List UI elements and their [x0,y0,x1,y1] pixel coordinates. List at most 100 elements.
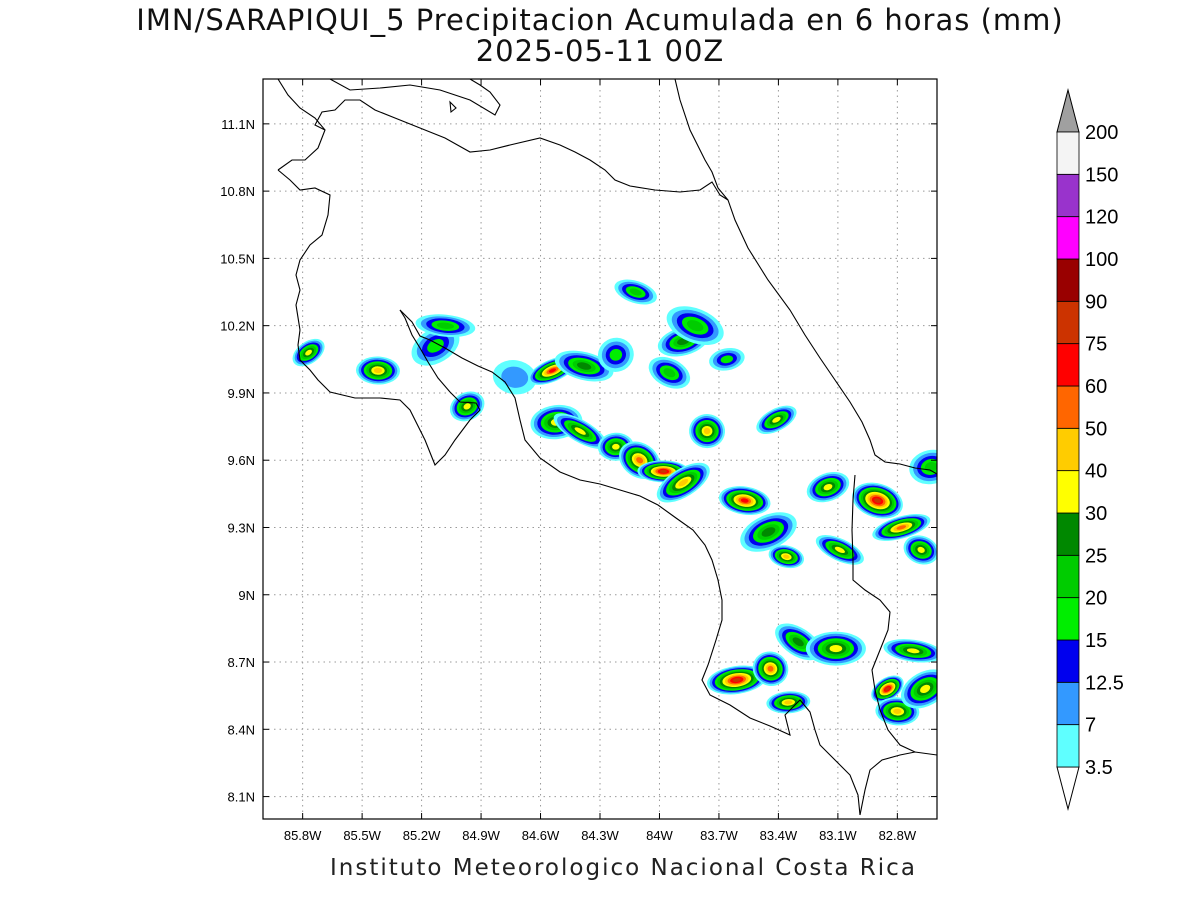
colorbar-swatch [1056,300,1080,344]
precip-contour [893,708,902,714]
colorbar-swatch [1056,681,1080,725]
lon-tick-label: 84.9W [462,828,500,843]
precip-cell [900,669,937,709]
colorbar-swatch [1056,512,1080,556]
colorbar-level-label: 200 [1085,122,1118,144]
lon-tick-label: 84.3W [581,828,619,843]
colorbar-level-label: 30 [1085,503,1107,525]
lon-tick-label: 84.6W [522,828,560,843]
colorbar-level-label: 50 [1085,418,1107,440]
gulf-of-nicoya-coast [399,309,861,816]
lat-tick-label: 8.7N [228,655,255,670]
lon-tick-label: 85.5W [343,828,381,843]
pacific-coastline [297,309,481,466]
lat-tick-label: 10.5N [220,251,255,266]
precip-contour [548,368,557,373]
precip-contour [885,687,890,691]
precip-cell [292,338,325,367]
colorbar-min-arrow [1056,766,1080,811]
precip-cell [709,347,745,371]
precip-cell [492,360,537,395]
precip-contour [373,367,383,374]
precip-contour [874,498,882,504]
precip-cell [614,279,657,305]
precip-contour [720,355,734,364]
precip-cell [718,486,771,515]
lat-tick-label: 9.9N [228,386,255,401]
lon-tick-label: 83.4W [760,828,798,843]
precip-contour [574,427,586,435]
colorbar-level-label: 3.5 [1085,757,1113,779]
colorbar-level-label: 7 [1085,715,1096,737]
lat-tick-label: 9N [238,588,255,603]
precip-contour [629,288,642,296]
precip-contour [501,366,529,388]
lat-tick-label: 10.8N [220,184,255,199]
precip-cell [883,639,937,663]
colorbar-swatch [1056,597,1080,641]
precip-cell [806,471,850,503]
precip-cell [689,414,726,449]
lon-tick-label: 82.8W [879,828,917,843]
lat-tick-label: 8.4N [228,722,255,737]
precip-contour [436,322,454,329]
colorbar-swatch [1056,216,1080,260]
precip-contour [678,478,689,487]
colorbar-level-label: 60 [1085,376,1107,398]
precip-cell [553,413,607,449]
precip-contour [920,684,931,694]
colorbar-level-label: 20 [1085,588,1107,610]
colorbar-swatch [1056,385,1080,429]
colorbar-level-label: 90 [1085,291,1107,313]
osa-peninsula-coast [859,751,937,816]
precip-contour [784,700,793,705]
lat-tick-label: 11.1N [221,117,255,132]
footer-credit: Instituto Meteorologico Nacional Costa R… [330,855,917,881]
precip-contour [740,498,749,503]
precip-contour [823,483,833,491]
colorbar-level-label: 25 [1085,545,1107,567]
lon-tick-label: 84W [646,828,673,843]
lat-tick-label: 9.6N [228,453,255,468]
precip-cell [740,512,797,552]
precip-contour [917,546,925,553]
lon-tick-label: 83.1W [819,828,857,843]
colorbar-level-label: 75 [1085,334,1107,356]
colorbar-level-label: 15 [1085,630,1107,652]
precip-contour [732,678,741,682]
precip-contour [663,368,676,378]
precip-cell [872,514,931,541]
precip-contour [834,546,845,554]
precip-contour [609,348,623,361]
colorbar-swatch [1056,343,1080,387]
colorbar-level-label: 150 [1085,164,1118,186]
colorbar-swatch [1056,427,1080,471]
precip-cell [852,482,903,519]
coastline-layer [277,79,937,816]
precip-cell [805,631,866,666]
precip-cell [752,651,789,686]
colorbar-swatch [1056,258,1080,302]
precip-cell [648,356,691,389]
precip-cell [449,391,485,422]
lon-tick-label: 85.2W [403,828,441,843]
colorbar-swatch [1056,173,1080,218]
precip-cell [355,356,400,385]
map-axis-ticks: 85.8W 85.5W 85.2W 84.9W 84.6W 84.3W 84W 83.7W 83… [220,79,937,843]
small-island [449,100,457,114]
precip-cell [707,665,767,695]
colorbar-swatch [1056,639,1080,683]
map-title: IMN/SARAPIQUI_5 Precipitacion Acumulada … [136,3,1064,37]
precip-contour [783,554,790,559]
map-date: 2025-05-11 00Z [475,34,725,68]
precip-contour [636,457,644,464]
nicaragua-upper-coast [277,79,326,131]
colorbar-level-label: 100 [1085,249,1118,271]
lon-tick-label: 83.7W [700,828,738,843]
precip-contour [703,427,711,435]
lat-tick-label: 9.3N [228,520,255,535]
precip-contour [686,320,704,332]
precip-cell [666,306,724,346]
precip-contour [792,637,804,647]
